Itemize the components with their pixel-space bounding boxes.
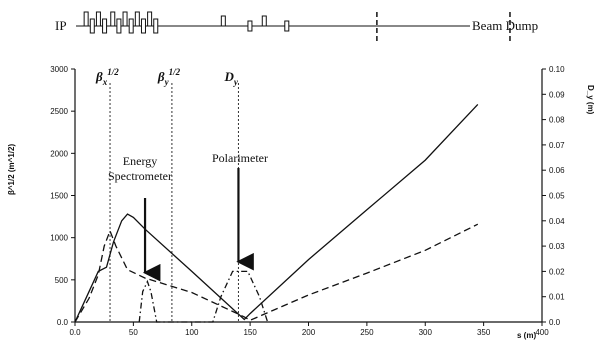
lattice-magnet xyxy=(83,11,89,27)
y2-tick-label: 0.01 xyxy=(549,293,565,302)
y-axis-ticks: 0.0 500 1000 1500 2000 2500 3000 xyxy=(50,65,75,327)
y2-tick-label: 0.02 xyxy=(549,267,565,276)
x-tick-label: 100 xyxy=(185,328,199,337)
lattice-magnet xyxy=(140,18,146,34)
y2-tick-label: 0.06 xyxy=(549,166,565,175)
series-line-3 xyxy=(138,270,269,323)
annotation-label: Polarimeter xyxy=(212,151,268,165)
lattice-magnet xyxy=(153,18,159,34)
y-axis-title: β^1/2 (m^1/2) xyxy=(7,144,16,195)
lattice-elements xyxy=(83,11,511,42)
y2-axis-ticks: 0.0 0.01 0.02 0.03 0.04 0.05 0.06 0.07 0.08 0.09 0… xyxy=(542,65,565,327)
lattice-ip-label: IP xyxy=(55,18,67,33)
y-tick-label: 2000 xyxy=(50,149,68,158)
y2-tick-label: 0.07 xyxy=(549,141,565,150)
y-tick-label: 500 xyxy=(55,276,69,285)
y2-tick-label: 0.0 xyxy=(549,318,561,327)
y-tick-label: 0.0 xyxy=(57,318,69,327)
x-tick-label: 150 xyxy=(243,328,257,337)
lattice-magnet xyxy=(284,20,290,32)
plot-axes xyxy=(74,69,543,323)
lattice-magnet xyxy=(128,18,134,34)
y-tick-label: 1000 xyxy=(50,234,68,243)
y2-tick-label: 0.05 xyxy=(549,192,565,201)
x-tick-label: 250 xyxy=(360,328,374,337)
series-line-2 xyxy=(74,223,479,323)
marker-label: βy1/2 xyxy=(157,67,181,87)
x-tick-label: 50 xyxy=(129,328,138,337)
marker-label: Dy xyxy=(223,69,238,87)
lattice-magnet xyxy=(261,15,267,27)
y2-tick-label: 0.09 xyxy=(549,90,565,99)
x-tick-label: 200 xyxy=(302,328,316,337)
lattice-magnet xyxy=(95,11,101,27)
lattice-schematic: IP Beam Dump xyxy=(55,11,538,42)
y2-tick-label: 0.03 xyxy=(549,242,565,251)
x-tick-label: 400 xyxy=(535,328,549,337)
series-line-1 xyxy=(74,103,479,323)
lattice-magnet xyxy=(147,11,153,27)
x-axis-title: s (m) xyxy=(517,331,536,340)
lattice-magnet xyxy=(220,15,226,27)
lattice-magnet xyxy=(89,18,95,34)
y-tick-label: 1500 xyxy=(50,192,68,201)
lattice-beam-dump-label: Beam Dump xyxy=(472,18,538,33)
lattice-magnet xyxy=(116,18,122,34)
marker-label: βx1/2 xyxy=(95,67,119,87)
y2-tick-label: 0.04 xyxy=(549,217,565,226)
data-series xyxy=(74,103,479,323)
y2-tick-label: 0.08 xyxy=(549,116,565,125)
lattice-magnet xyxy=(134,11,140,27)
annotation-label: Energy xyxy=(123,154,157,168)
vertical-markers: βx1/2 βy1/2 Dy xyxy=(95,67,239,322)
y-tick-label: 2500 xyxy=(50,107,68,116)
y2-axis-title: D_y (m) xyxy=(586,85,595,115)
lattice-magnet xyxy=(102,18,108,34)
x-tick-label: 0.0 xyxy=(69,328,81,337)
y-tick-label: 3000 xyxy=(50,65,68,74)
lattice-magnet xyxy=(122,11,128,27)
x-tick-label: 350 xyxy=(477,328,491,337)
y2-tick-label: 0.10 xyxy=(549,65,565,74)
lattice-magnet xyxy=(110,11,116,27)
x-tick-label: 300 xyxy=(419,328,433,337)
x-axis-ticks: 0.0 50 100 150 200 250 300 350 400 xyxy=(69,322,549,337)
annotation-label: Spectrometer xyxy=(108,169,172,183)
lattice-magnet xyxy=(247,20,253,32)
